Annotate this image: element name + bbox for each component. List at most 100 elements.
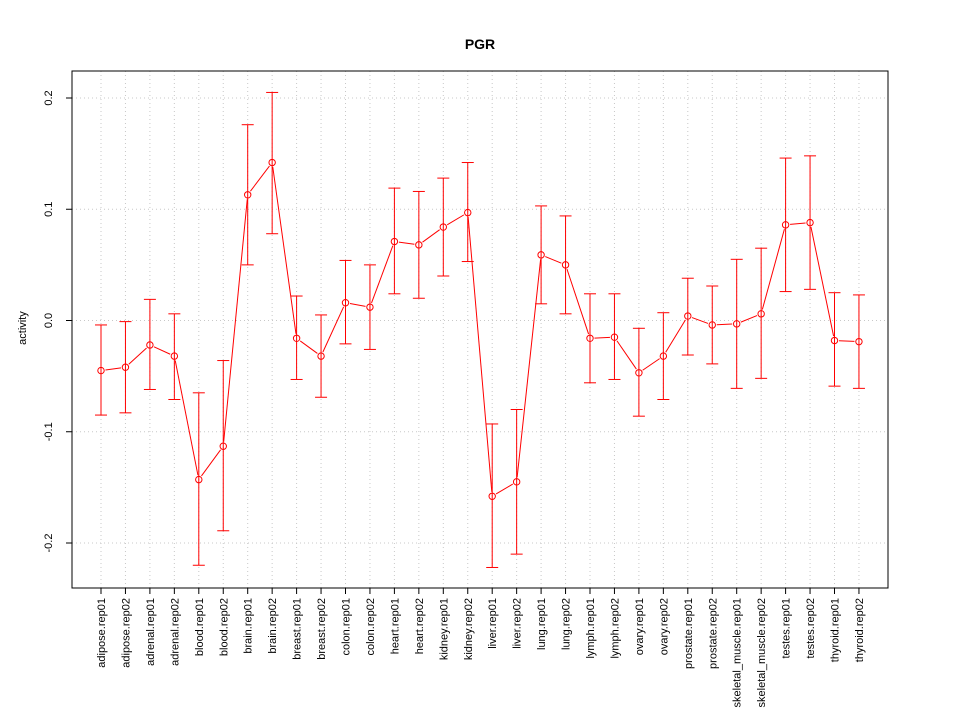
- data-point: [366, 303, 374, 311]
- series-line-segment: [174, 360, 199, 476]
- series-line-segment: [398, 241, 415, 245]
- data-point: [610, 333, 619, 341]
- series-line-segment: [740, 315, 758, 323]
- data-point: [97, 366, 105, 375]
- series-line-segment: [665, 319, 686, 353]
- plot-frame: [71, 70, 889, 589]
- data-point: [855, 337, 863, 346]
- x-tick-label: kidney.rep01: [438, 598, 450, 660]
- series-line-segment: [153, 346, 171, 355]
- data-point: [415, 241, 423, 249]
- x-tick-label: skeletal_muscle.rep01: [732, 598, 744, 707]
- series-line-segment: [495, 483, 514, 495]
- series-line-segment: [223, 199, 248, 442]
- x-tick-label: blood.rep01: [194, 598, 206, 656]
- series-line-segment: [201, 449, 221, 477]
- series-line-segment: [349, 303, 366, 307]
- data-point: [830, 336, 839, 345]
- y-tick-label: -0.2: [43, 534, 55, 553]
- x-tick-label: colon.rep01: [341, 598, 353, 656]
- data-point: [292, 334, 301, 342]
- x-tick-label: adrenal.rep01: [145, 598, 157, 666]
- series-line-segment: [810, 226, 835, 337]
- data-point: [244, 191, 252, 199]
- x-tick-label: prostate.rep02: [707, 598, 719, 669]
- series-line-segment: [467, 217, 493, 492]
- x-tick-label: liver.rep01: [487, 598, 499, 649]
- data-point: [512, 478, 521, 486]
- data-point: [268, 158, 276, 167]
- chart-title: PGR: [465, 36, 495, 52]
- x-tick-label: adipose.rep02: [120, 598, 132, 668]
- data-point: [708, 321, 716, 329]
- data-point: [561, 261, 570, 269]
- series-line-segment: [566, 268, 590, 335]
- grid-lines: [72, 71, 888, 588]
- series-line-segment: [642, 358, 660, 371]
- x-tick-label: heart.rep02: [414, 598, 426, 654]
- data-point: [635, 369, 643, 377]
- series-line-segment: [250, 165, 270, 192]
- series-line-segment: [422, 229, 440, 243]
- x-tick-label: lymph.rep02: [609, 598, 621, 659]
- data-series: [95, 91, 865, 568]
- y-tick-label: 0.0: [43, 313, 55, 328]
- data-point: [170, 352, 179, 360]
- data-point: [219, 442, 227, 450]
- data-point: [733, 320, 741, 328]
- x-tick-label: testes.rep01: [781, 598, 793, 659]
- series-line-segment: [105, 367, 122, 371]
- x-tick-label: lung.rep01: [536, 598, 548, 650]
- data-point: [806, 218, 814, 227]
- data-point: [439, 223, 447, 231]
- data-point: [146, 341, 154, 349]
- x-tick-label: ovary.rep02: [658, 598, 670, 655]
- x-tick-label: brain.rep02: [267, 598, 279, 654]
- x-tick-label: prostate.rep01: [683, 598, 695, 669]
- y-tick-label: 0.1: [43, 202, 55, 217]
- x-tick-label: testes.rep02: [805, 598, 817, 659]
- x-tick-label: brain.rep01: [243, 598, 255, 654]
- x-tick-label: lymph.rep01: [585, 598, 597, 659]
- data-point: [488, 492, 496, 500]
- data-point: [464, 208, 472, 217]
- axes: -0.2 -0.1 0.0 0.1 0.2 adipose.rep01 adipose.re…: [43, 90, 866, 707]
- x-tick-label: kidney.rep02: [463, 598, 475, 660]
- x-tick-label: breast.rep01: [292, 598, 304, 660]
- series-line-segment: [299, 340, 318, 354]
- series-line-segment: [838, 340, 855, 342]
- x-tick-label: blood.rep02: [218, 598, 230, 656]
- series-line-segment: [322, 306, 345, 353]
- x-tick-label: adrenal.rep02: [169, 598, 181, 666]
- x-tick-label: ovary.rep01: [634, 598, 646, 655]
- data-point: [390, 237, 399, 246]
- x-tick-label: colon.rep02: [365, 598, 377, 656]
- series-line-segment: [545, 256, 562, 264]
- series-line-segment: [616, 340, 637, 370]
- y-tick-label: 0.2: [43, 90, 55, 105]
- x-tick-label: liver.rep02: [512, 598, 524, 649]
- series-line-segment: [371, 245, 394, 304]
- y-axis-label: activity: [17, 311, 29, 345]
- data-point: [684, 312, 692, 320]
- series-line-segment: [446, 214, 465, 226]
- x-tick-label: thyroid.rep01: [830, 598, 842, 662]
- x-tick-label: adipose.rep01: [96, 598, 108, 668]
- series-line-segment: [761, 229, 785, 310]
- x-tick-label: thyroid.rep02: [854, 598, 866, 662]
- series-line-segment: [272, 166, 297, 334]
- series-line-segment: [516, 259, 542, 478]
- data-point: [121, 363, 130, 371]
- data-point: [586, 334, 594, 342]
- data-point: [537, 251, 545, 259]
- data-point: [341, 299, 350, 307]
- series-line-segment: [691, 317, 709, 324]
- x-tick-label: breast.rep02: [316, 598, 328, 660]
- data-point: [781, 221, 790, 229]
- data-point: [317, 352, 325, 360]
- series-line-segment: [790, 222, 806, 225]
- y-tick-label: -0.1: [43, 422, 55, 441]
- series-line-segment: [716, 323, 733, 326]
- data-point: [659, 352, 668, 360]
